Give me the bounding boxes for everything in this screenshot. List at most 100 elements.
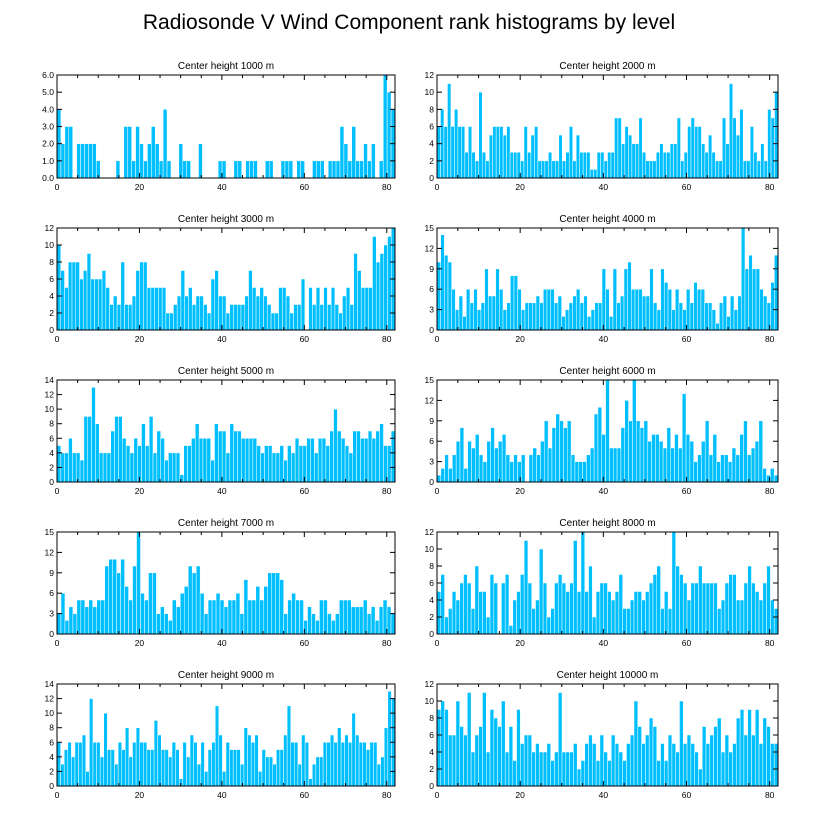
histogram-bar: [523, 126, 528, 179]
histogram-bar: [737, 295, 742, 331]
histogram-bar: [83, 270, 88, 331]
histogram-bar: [156, 430, 161, 483]
histogram-bar: [195, 295, 200, 331]
histogram-bar: [279, 445, 284, 483]
panel-7: Center height 7000 m 0 20 40 60 80 0 3 6 9 12 15: [45, 518, 396, 648]
y-tick-label: 15: [45, 527, 55, 537]
histogram-bar: [568, 302, 573, 331]
histogram-bar: [573, 540, 578, 635]
y-tick-label: 2: [49, 462, 54, 472]
histogram-bar: [473, 288, 478, 331]
histogram-bar: [660, 608, 665, 635]
panel-title: Center height 5000 m: [178, 366, 274, 377]
y-tick-label: 8: [49, 257, 54, 267]
histogram-bar: [225, 312, 231, 331]
histogram-bar: [259, 287, 264, 331]
histogram-bar: [106, 452, 112, 483]
histogram-bar: [87, 416, 92, 483]
histogram-bar: [374, 620, 380, 635]
histogram-bar: [494, 447, 499, 483]
histogram-bar: [717, 608, 722, 635]
histogram-bar: [79, 278, 84, 331]
histogram-bar: [157, 734, 162, 787]
histogram-bar: [645, 591, 650, 635]
histogram-bar: [493, 582, 498, 635]
histogram-bar: [539, 302, 544, 331]
histogram-bar: [275, 452, 281, 483]
histogram-bar: [601, 268, 606, 331]
histogram-bar: [732, 117, 737, 179]
histogram-bar: [68, 126, 73, 179]
histogram-bar: [233, 430, 238, 483]
histogram-bar: [80, 599, 86, 635]
histogram-bar: [383, 244, 388, 331]
histogram-bar: [576, 288, 581, 331]
histogram-bar: [599, 582, 604, 635]
histogram-bar: [103, 712, 108, 787]
histogram-bar: [480, 302, 485, 331]
histogram-bar: [112, 558, 117, 635]
histogram-bar: [521, 454, 526, 483]
histogram-bar: [756, 160, 761, 179]
histogram-bar: [675, 751, 680, 787]
histogram-bar: [180, 270, 185, 331]
x-tick-label: 40: [217, 486, 227, 496]
histogram-bar: [727, 461, 733, 483]
histogram-bar: [513, 152, 518, 179]
histogram-bar: [135, 270, 140, 331]
histogram-bar: [354, 606, 360, 635]
histogram-bar: [327, 304, 332, 331]
y-tick-label: 0: [429, 781, 434, 791]
histogram-bar: [733, 309, 738, 331]
histogram-bar: [308, 778, 313, 787]
histogram-bar: [365, 749, 371, 787]
y-tick-label: 10: [425, 696, 435, 706]
histogram-bar: [447, 83, 452, 179]
histogram-bar: [562, 160, 567, 179]
histogram-bar: [386, 606, 392, 635]
histogram-bar: [117, 742, 122, 787]
histogram-bar: [267, 304, 272, 331]
histogram-bar: [191, 304, 197, 331]
histogram-bar: [725, 143, 730, 179]
histogram-bar: [593, 413, 599, 483]
histogram-bar: [693, 461, 698, 483]
histogram-bar: [247, 734, 252, 787]
histogram-bar: [493, 717, 498, 787]
histogram-bar: [773, 608, 779, 635]
histogram-bar: [307, 606, 312, 635]
histogram-bar: [589, 169, 594, 179]
histogram-bar: [489, 709, 495, 787]
histogram-bar: [618, 574, 623, 635]
panel-3: Center height 3000 m 0 20 40 60 80 0 2 4 6 8 10 12: [45, 214, 396, 344]
histogram-bar: [128, 599, 133, 635]
histogram-bar: [327, 613, 332, 635]
histogram-bar: [748, 254, 753, 331]
histogram-bar: [154, 287, 159, 331]
histogram-bar: [92, 143, 97, 179]
histogram-bar: [443, 126, 448, 179]
y-tick-label: 3: [429, 305, 434, 315]
histogram-bar: [474, 565, 479, 635]
histogram-bar: [676, 117, 681, 179]
histogram-bar: [466, 288, 471, 331]
histogram-bar: [355, 734, 360, 787]
histogram-bar: [542, 582, 548, 635]
histogram-bar: [79, 459, 85, 483]
histogram-bar: [594, 302, 599, 331]
histogram-bar: [701, 143, 706, 179]
histogram-bar: [651, 434, 656, 483]
histogram-bar: [638, 288, 643, 331]
histogram-bar: [272, 763, 277, 787]
histogram-bar: [322, 742, 327, 787]
histogram-bar: [311, 613, 316, 635]
histogram-bar: [229, 423, 234, 483]
histogram-bar: [210, 278, 215, 331]
histogram-bar: [326, 742, 331, 787]
histogram-bar: [291, 592, 296, 635]
histogram-bar: [364, 438, 369, 483]
histogram-bar: [376, 763, 381, 787]
x-tick-label: 60: [300, 486, 310, 496]
histogram-bar: [297, 763, 302, 787]
